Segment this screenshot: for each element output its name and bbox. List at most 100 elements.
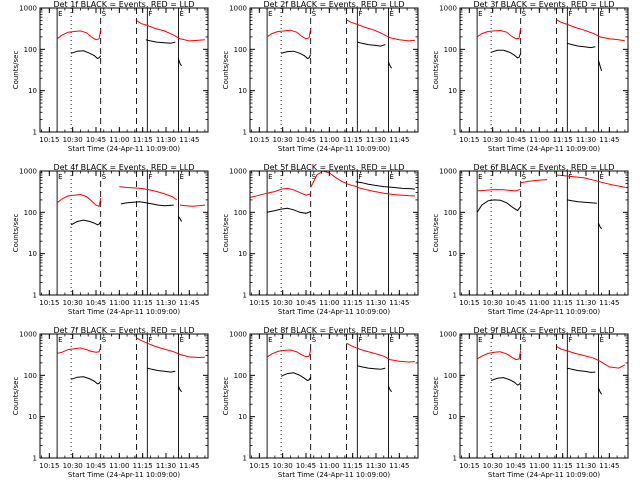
y-axis-label: Counts/sec bbox=[12, 51, 20, 90]
y-tick-label: 10 bbox=[28, 413, 37, 421]
lld-series-segment-1 bbox=[56, 193, 102, 207]
x-tick-label: 11:45 bbox=[599, 462, 619, 470]
x-tick-label: 10:45 bbox=[296, 462, 316, 470]
x-tick-label: 10:15 bbox=[39, 136, 59, 144]
y-tick-label: 100 bbox=[444, 46, 457, 54]
y-axis-label: Counts/sec bbox=[222, 51, 230, 90]
event-marker-label: E bbox=[478, 10, 482, 18]
y-tick-label: 100 bbox=[24, 209, 37, 217]
y-tick-label: 100 bbox=[234, 372, 247, 380]
x-tick-label: 10:30 bbox=[273, 136, 293, 144]
x-tick-label: 11:30 bbox=[576, 136, 596, 144]
chart-title: Det 6f BLACK = Events, RED = LLD bbox=[473, 163, 614, 172]
y-tick-label: 10 bbox=[448, 413, 457, 421]
lld-series-segment-3 bbox=[136, 337, 205, 359]
events-series-segment-2 bbox=[567, 199, 597, 204]
y-tick-label: 1000 bbox=[19, 331, 37, 339]
x-tick-label: 10:45 bbox=[506, 299, 526, 307]
event-marker-label: E bbox=[58, 10, 62, 18]
lld-series-segment-1 bbox=[250, 187, 311, 198]
x-tick-label: 10:15 bbox=[459, 462, 479, 470]
x-tick-label: 11:45 bbox=[179, 136, 199, 144]
x-axis-label: Start Time (24-Apr-11 10:09:00) bbox=[68, 471, 180, 479]
y-tick-label: 1000 bbox=[229, 168, 247, 176]
lld-series-segment-1 bbox=[476, 350, 522, 361]
x-tick-label: 10:45 bbox=[86, 299, 106, 307]
event-marker-label: S bbox=[522, 336, 527, 344]
chart-title: Det 3f BLACK = Events, RED = LLD bbox=[473, 0, 614, 9]
y-tick-label: 10 bbox=[238, 413, 247, 421]
lld-series-segment-1 bbox=[266, 28, 312, 40]
lld-series-segment-3 bbox=[357, 186, 415, 197]
x-tick-label: 10:30 bbox=[63, 136, 83, 144]
chart-title: Det 7f BLACK = Events, RED = LLD bbox=[53, 326, 194, 335]
events-series-segment-2 bbox=[357, 41, 386, 47]
x-axis-label: Start Time (24-Apr-11 10:09:00) bbox=[488, 308, 600, 316]
event-marker-label: F bbox=[148, 10, 152, 18]
x-tick-label: 11:30 bbox=[156, 299, 176, 307]
y-tick-label: 10 bbox=[448, 250, 457, 258]
events-series-segment-2 bbox=[357, 365, 386, 370]
events-series-segment-1 bbox=[70, 50, 102, 60]
x-tick-label: 11:00 bbox=[319, 299, 339, 307]
x-tick-label: 11:15 bbox=[133, 299, 153, 307]
y-tick-label: 10 bbox=[238, 87, 247, 95]
event-marker-label: E bbox=[58, 336, 62, 344]
y-axis-label: Counts/sec bbox=[222, 214, 230, 253]
chart-title: Det 4f BLACK = Events, RED = LLD bbox=[53, 163, 194, 172]
lld-series-segment-1 bbox=[266, 349, 312, 358]
lld-series-segment-3 bbox=[136, 19, 205, 42]
x-tick-label: 11:30 bbox=[156, 462, 176, 470]
events-series-segment-1 bbox=[280, 50, 312, 60]
x-tick-label: 11:15 bbox=[553, 462, 573, 470]
plot-frame bbox=[39, 333, 209, 459]
event-marker-label: S bbox=[102, 336, 107, 344]
x-tick-label: 10:15 bbox=[459, 136, 479, 144]
lld-series-segment-1 bbox=[477, 188, 521, 192]
y-tick-label: 100 bbox=[24, 46, 37, 54]
x-tick-label: 10:45 bbox=[296, 299, 316, 307]
x-tick-label: 10:15 bbox=[249, 299, 269, 307]
event-marker-label: E bbox=[478, 336, 482, 344]
event-marker-label: F bbox=[358, 173, 362, 181]
x-axis-label: Start Time (24-Apr-11 10:09:00) bbox=[488, 471, 600, 479]
y-tick-label: 1 bbox=[33, 292, 37, 300]
events-series-segment-1 bbox=[476, 199, 522, 213]
y-tick-label: 1 bbox=[33, 455, 37, 463]
y-axis-label: Counts/sec bbox=[432, 377, 440, 416]
event-marker-label: E bbox=[268, 10, 272, 18]
y-tick-label: 1 bbox=[243, 292, 247, 300]
events-series-segment-2 bbox=[145, 39, 176, 44]
x-tick-label: 11:45 bbox=[179, 462, 199, 470]
x-tick-label: 11:00 bbox=[109, 299, 129, 307]
x-tick-label: 11:15 bbox=[343, 136, 363, 144]
event-marker-label: E bbox=[599, 10, 603, 18]
x-tick-label: 10:45 bbox=[506, 136, 526, 144]
x-tick-label: 10:30 bbox=[483, 136, 503, 144]
event-marker-label: E bbox=[389, 10, 393, 18]
x-tick-label: 10:45 bbox=[506, 462, 526, 470]
events-series-segment-2 bbox=[355, 181, 415, 190]
events-series-segment-2 bbox=[147, 367, 176, 373]
y-axis-label: Counts/sec bbox=[12, 377, 20, 416]
y-tick-label: 100 bbox=[234, 46, 247, 54]
events-series-segment-2 bbox=[120, 201, 174, 207]
x-tick-label: 11:30 bbox=[366, 136, 386, 144]
events-series-segment-1 bbox=[280, 372, 312, 382]
chart-title: Det 5f BLACK = Events, RED = LLD bbox=[263, 163, 404, 172]
x-tick-label: 10:30 bbox=[63, 462, 83, 470]
y-tick-label: 10 bbox=[28, 250, 37, 258]
event-marker-label: S bbox=[522, 173, 527, 181]
lld-series-segment-3 bbox=[346, 342, 415, 363]
events-series-segment-3 bbox=[597, 387, 603, 395]
chart-title: Det 1f BLACK = Events, RED = LLD bbox=[53, 0, 194, 9]
x-tick-label: 11:15 bbox=[553, 299, 573, 307]
x-axis-label: Start Time (24-Apr-11 10:09:00) bbox=[68, 308, 180, 316]
lld-series-segment-1 bbox=[56, 29, 102, 41]
plot-frame bbox=[459, 7, 629, 133]
